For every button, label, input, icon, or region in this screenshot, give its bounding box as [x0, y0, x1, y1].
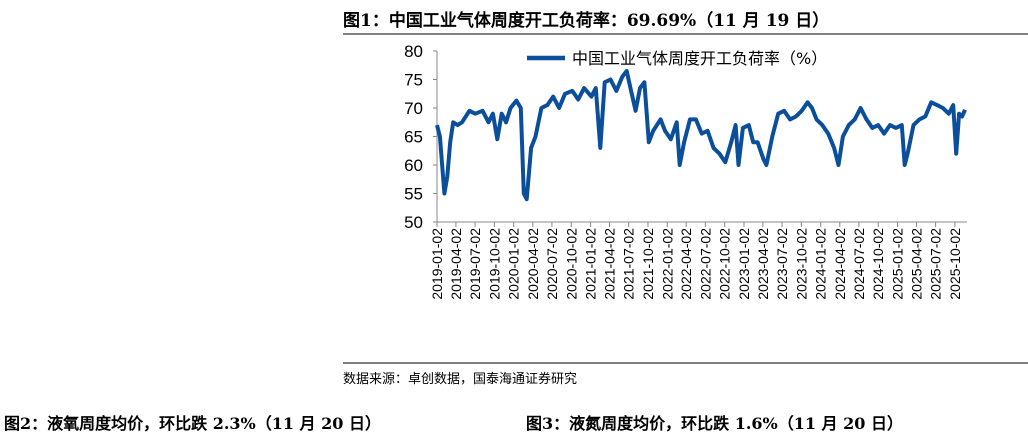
x-tick-label: 2023-01-02	[736, 228, 752, 300]
next-figure-title-2: 图2：液氧周度均价，环比跌 2.3%（11 月 20 日）	[4, 410, 381, 434]
x-tick-label: 2020-01-02	[506, 228, 522, 300]
next-figure-title-3: 图3：液氮周度均价，环比跌 1.6%（11 月 20 日）	[526, 410, 903, 434]
x-tick-label: 2021-04-02	[601, 228, 617, 300]
x-tick-label: 2022-10-02	[717, 228, 733, 300]
x-tick-label: 2021-01-02	[583, 228, 599, 300]
x-tick-label: 2020-10-02	[563, 228, 579, 300]
x-tick-label: 2025-01-02	[890, 228, 906, 300]
x-tick-label: 2019-01-02	[429, 228, 445, 300]
y-tick-label: 75	[404, 71, 423, 90]
y-tick-label: 70	[404, 99, 423, 118]
x-tick-label: 2020-07-02	[544, 228, 560, 300]
x-tick-label: 2022-01-02	[659, 228, 675, 300]
y-tick-label: 55	[404, 185, 423, 204]
y-tick-label: 80	[404, 42, 423, 61]
x-tick-label: 2023-04-02	[755, 228, 771, 300]
x-tick-label: 2019-04-02	[448, 228, 464, 300]
x-tick-label: 2024-04-02	[832, 228, 848, 300]
x-tick-label: 2021-10-02	[640, 228, 656, 300]
y-tick-label: 60	[404, 156, 423, 175]
data-source: 数据来源：卓创数据，国泰海通证券研究	[343, 368, 577, 387]
x-tick-label: 2023-10-02	[793, 228, 809, 300]
x-tick-label: 2019-07-02	[467, 228, 483, 300]
series-line	[437, 71, 965, 199]
x-tick-label: 2023-07-02	[774, 228, 790, 300]
x-tick-label: 2020-04-02	[525, 228, 541, 300]
x-tick-label: 2025-10-02	[947, 228, 963, 300]
x-tick-label: 2024-07-02	[851, 228, 867, 300]
source-rule	[343, 362, 1028, 364]
x-tick-label: 2025-07-02	[928, 228, 944, 300]
x-tick-label: 2021-07-02	[621, 228, 637, 300]
x-tick-label: 2024-01-02	[813, 228, 829, 300]
x-tick-label: 2025-04-02	[908, 228, 924, 300]
x-tick-label: 2022-04-02	[678, 228, 694, 300]
x-tick-label: 2019-10-02	[486, 228, 502, 300]
x-tick-label: 2024-10-02	[870, 228, 886, 300]
y-tick-label: 65	[404, 128, 423, 147]
y-tick-label: 50	[404, 213, 423, 232]
x-tick-label: 2022-07-02	[697, 228, 713, 300]
legend-label: 中国工业气体周度开工负荷率（%）	[572, 49, 827, 68]
